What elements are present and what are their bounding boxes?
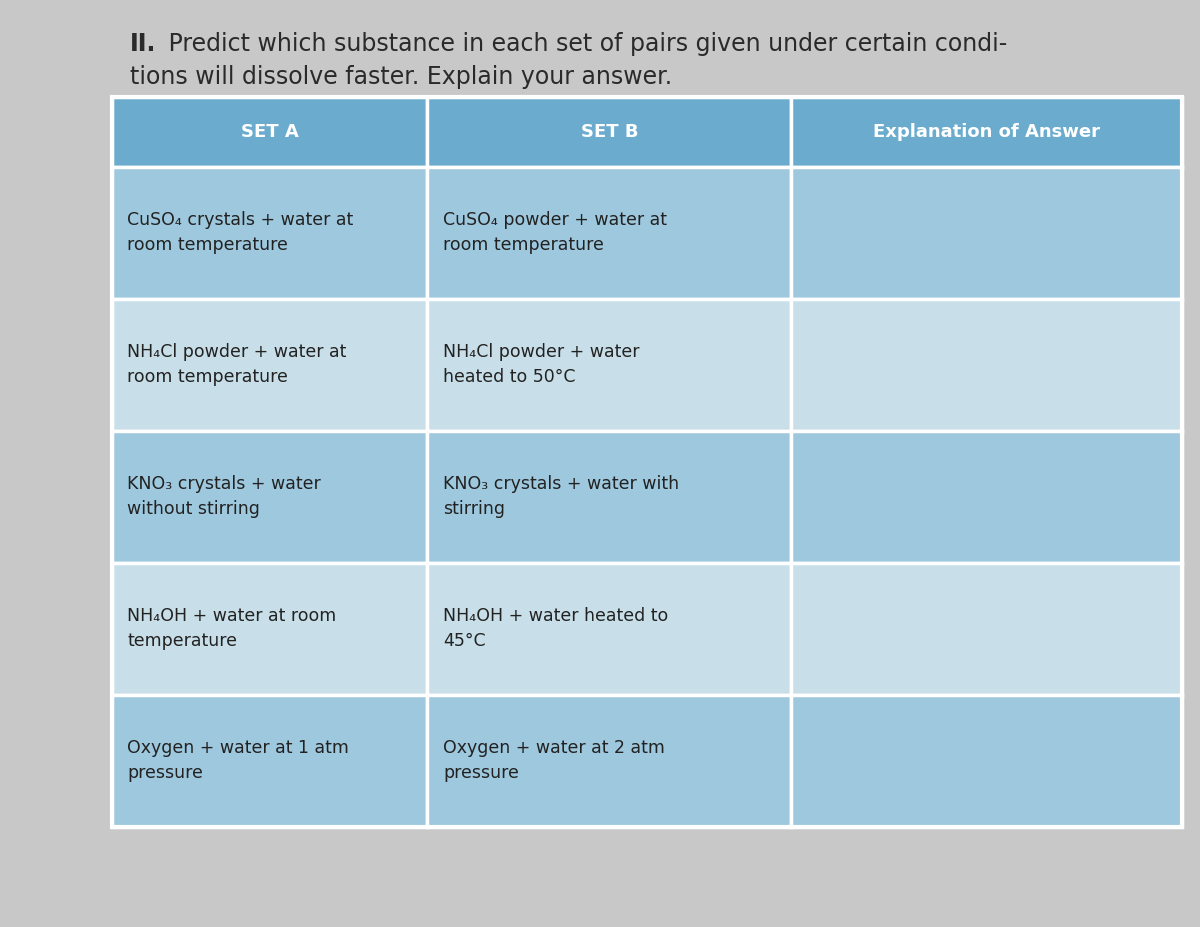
Text: KNO₃ crystals + water with
stirring: KNO₃ crystals + water with stirring <box>443 476 679 518</box>
Bar <box>112 167 427 298</box>
Bar <box>427 695 791 827</box>
Text: CuSO₄ powder + water at
room temperature: CuSO₄ powder + water at room temperature <box>443 211 667 254</box>
Bar <box>427 97 791 167</box>
Bar <box>791 695 1182 827</box>
Bar <box>427 298 791 431</box>
Text: Oxygen + water at 1 atm
pressure: Oxygen + water at 1 atm pressure <box>127 740 349 782</box>
Text: Oxygen + water at 2 atm
pressure: Oxygen + water at 2 atm pressure <box>443 740 665 782</box>
Text: Predict which substance in each set of pairs given under certain condi-: Predict which substance in each set of p… <box>161 32 1007 57</box>
Bar <box>112 298 427 431</box>
Bar <box>427 167 791 298</box>
Text: SET A: SET A <box>241 123 299 141</box>
Text: NH₄OH + water heated to
45°C: NH₄OH + water heated to 45°C <box>443 607 668 651</box>
Bar <box>112 97 427 167</box>
Bar <box>427 431 791 563</box>
Bar <box>791 563 1182 695</box>
Text: II.: II. <box>130 32 156 57</box>
Bar <box>791 167 1182 298</box>
Text: NH₄OH + water at room
temperature: NH₄OH + water at room temperature <box>127 607 336 651</box>
Bar <box>427 563 791 695</box>
Text: CuSO₄ crystals + water at
room temperature: CuSO₄ crystals + water at room temperatu… <box>127 211 354 254</box>
Bar <box>112 695 427 827</box>
Text: SET B: SET B <box>581 123 638 141</box>
Bar <box>791 431 1182 563</box>
Bar <box>791 298 1182 431</box>
Text: NH₄Cl powder + water
heated to 50°C: NH₄Cl powder + water heated to 50°C <box>443 343 640 387</box>
Bar <box>791 97 1182 167</box>
Text: NH₄Cl powder + water at
room temperature: NH₄Cl powder + water at room temperature <box>127 343 347 387</box>
Text: tions will dissolve faster. Explain your answer.: tions will dissolve faster. Explain your… <box>130 65 672 89</box>
Text: KNO₃ crystals + water
without stirring: KNO₃ crystals + water without stirring <box>127 476 320 518</box>
Bar <box>112 563 427 695</box>
Text: Explanation of Answer: Explanation of Answer <box>874 123 1100 141</box>
Bar <box>112 97 1182 827</box>
Bar <box>112 431 427 563</box>
